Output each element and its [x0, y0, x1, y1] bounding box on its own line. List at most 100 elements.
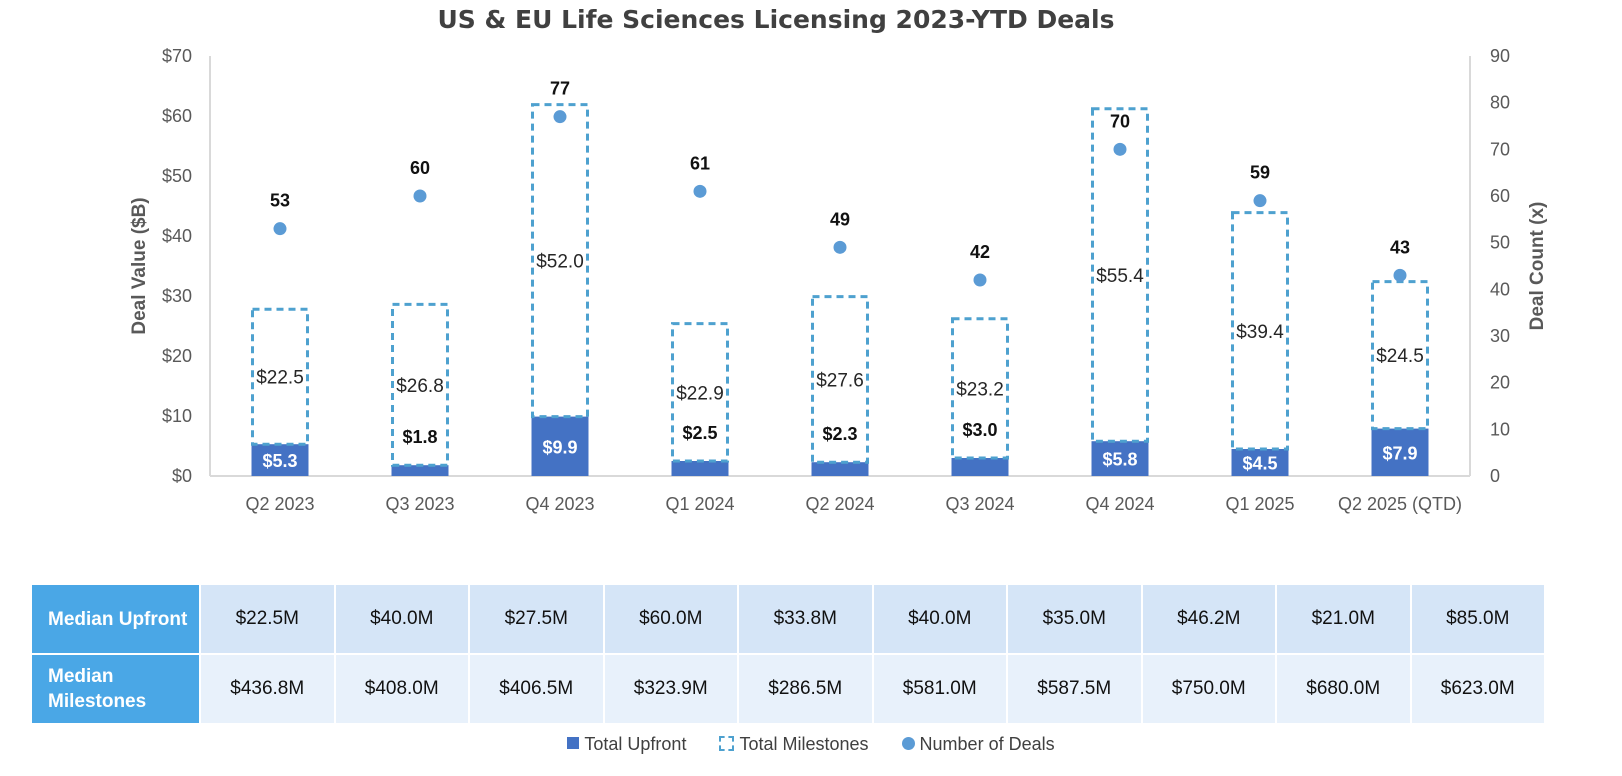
milestones-data-label: $24.5	[1376, 346, 1424, 367]
legend-upfront-label: Total Upfront	[584, 734, 687, 754]
legend-deals: Number of Deals	[901, 734, 1055, 755]
x-tick-label: Q2 2023	[245, 494, 314, 514]
milestones-data-label: $39.4	[1236, 322, 1284, 343]
y2-tick-label: 30	[1490, 326, 1510, 346]
upfront-bar	[671, 461, 729, 476]
deal-count-label: 77	[550, 79, 570, 99]
upfront-bar	[951, 458, 1009, 476]
milestones-bar	[251, 307, 309, 446]
deal-count-point	[1113, 142, 1127, 156]
upfront-bar	[531, 416, 589, 476]
upfront-bar	[391, 465, 449, 476]
y2-tick-label: 70	[1490, 139, 1510, 159]
upfront-bar	[1371, 428, 1429, 476]
milestones-swatch-icon	[719, 735, 735, 751]
y-tick-label: $50	[162, 166, 192, 186]
chart-area: US & EU Life Sciences Licensing 2023-YTD…	[129, 5, 1548, 514]
upfront-data-label: $3.0	[962, 420, 997, 440]
deal-count-point	[973, 273, 987, 287]
milestones-data-label: $27.6	[816, 370, 864, 391]
upfront-data-label: $7.9	[1382, 443, 1417, 463]
milestones-data-label: $22.5	[256, 368, 304, 389]
x-tick-label: Q4 2024	[1085, 494, 1154, 514]
median-upfront-row: Median Upfront $22.5M $40.0M $27.5M $60.…	[32, 585, 1544, 653]
milestones-data-label: $52.0	[536, 252, 584, 273]
y-tick-label: $0	[172, 466, 192, 486]
y-tick-label: $30	[162, 286, 192, 306]
x-tick-label: Q3 2024	[945, 494, 1014, 514]
deal-count-point	[553, 110, 567, 124]
upfront-data-label: $2.3	[822, 424, 857, 444]
deal-count-point	[693, 184, 707, 198]
deal-count-label: 60	[410, 158, 430, 178]
milestones-bar	[951, 317, 1009, 460]
table-cell: $581.0M	[873, 655, 1006, 723]
y-tick-label: $70	[162, 46, 192, 66]
upfront-data-label: $2.5	[682, 423, 717, 443]
table-cell: $21.0M	[1277, 585, 1410, 653]
table-cell: $286.5M	[739, 655, 872, 723]
deals-marker-icon	[901, 736, 915, 750]
legend-milestones: Total Milestones	[719, 734, 869, 755]
table-cell: $22.5M	[201, 585, 334, 653]
table-cell: $750.0M	[1142, 655, 1275, 723]
y2-tick-label: 10	[1490, 419, 1510, 439]
upfront-data-label: $1.8	[402, 427, 437, 447]
table-cell: $35.0M	[1008, 585, 1141, 653]
y2-axis-title: Deal Count (x)	[1527, 202, 1548, 331]
table-cell: $27.5M	[470, 585, 603, 653]
median-milestones-header: Median Milestones	[32, 655, 199, 723]
legend-milestones-label: Total Milestones	[739, 734, 869, 754]
upfront-swatch-icon	[567, 737, 580, 750]
y2-tick-label: 90	[1490, 46, 1510, 66]
y-tick-label: $10	[162, 406, 192, 426]
median-milestones-row: Median Milestones $436.8M $408.0M $406.5…	[32, 655, 1544, 723]
deal-count-label: 59	[1250, 163, 1270, 183]
upfront-bar	[811, 462, 869, 476]
y2-tick-label: 50	[1490, 233, 1510, 253]
milestones-bar	[811, 295, 869, 464]
table-cell: $623.0M	[1411, 655, 1544, 723]
x-tick-label: Q3 2023	[385, 494, 454, 514]
x-tick-label: Q2 2024	[805, 494, 874, 514]
deal-count-label: 43	[1390, 237, 1410, 257]
milestones-bar	[1091, 107, 1149, 443]
table-cell: $408.0M	[335, 655, 468, 723]
upfront-bar	[251, 444, 309, 476]
table-cell: $587.5M	[1008, 655, 1141, 723]
y-axis-title: Deal Value ($B)	[129, 197, 150, 334]
milestones-data-label: $22.9	[676, 383, 724, 404]
deal-count-label: 53	[270, 191, 290, 211]
deal-count-point	[413, 189, 427, 203]
upfront-data-label: $5.3	[262, 451, 297, 471]
median-table: Median Upfront $22.5M $40.0M $27.5M $60.…	[30, 583, 1546, 725]
legend-upfront: Total Upfront	[567, 734, 686, 755]
deal-count-point	[833, 240, 847, 254]
deal-count-label: 61	[690, 153, 710, 173]
milestones-bar	[391, 302, 449, 467]
y2-tick-label: 40	[1490, 279, 1510, 299]
milestones-bar	[531, 103, 589, 419]
y2-tick-label: 0	[1490, 466, 1500, 486]
deal-count-label: 70	[1110, 111, 1130, 131]
table-cell: $40.0M	[873, 585, 1006, 653]
y-tick-label: $60	[162, 106, 192, 126]
table-cell: $436.8M	[201, 655, 334, 723]
deal-count-point	[273, 222, 287, 236]
table-cell: $60.0M	[604, 585, 737, 653]
milestones-data-label: $55.4	[1096, 266, 1144, 287]
table-cell: $323.9M	[604, 655, 737, 723]
deal-count-point	[1253, 194, 1267, 208]
y-tick-label: $20	[162, 346, 192, 366]
upfront-data-label: $5.8	[1102, 450, 1137, 470]
x-tick-label: Q1 2024	[665, 494, 734, 514]
upfront-data-label: $4.5	[1242, 454, 1277, 474]
table-cell: $85.0M	[1411, 585, 1544, 653]
milestones-data-label: $23.2	[956, 379, 1004, 400]
milestones-bar	[1231, 211, 1289, 451]
deal-count-label: 49	[830, 209, 850, 229]
table-cell: $40.0M	[335, 585, 468, 653]
upfront-bar	[1231, 449, 1289, 476]
y-tick-label: $40	[162, 226, 192, 246]
y2-tick-label: 20	[1490, 373, 1510, 393]
